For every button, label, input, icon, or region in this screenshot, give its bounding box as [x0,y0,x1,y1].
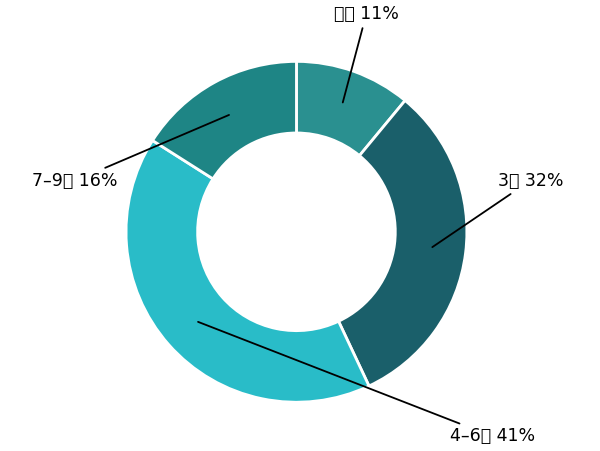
Wedge shape [126,141,369,402]
Wedge shape [338,101,467,386]
Text: 7–9成 16%: 7–9成 16% [32,115,229,190]
Text: 3成 32%: 3成 32% [433,172,563,247]
Text: 全款 11%: 全款 11% [334,5,399,102]
Text: 4–6成 41%: 4–6成 41% [198,322,535,445]
Wedge shape [296,61,405,156]
Wedge shape [152,61,296,179]
